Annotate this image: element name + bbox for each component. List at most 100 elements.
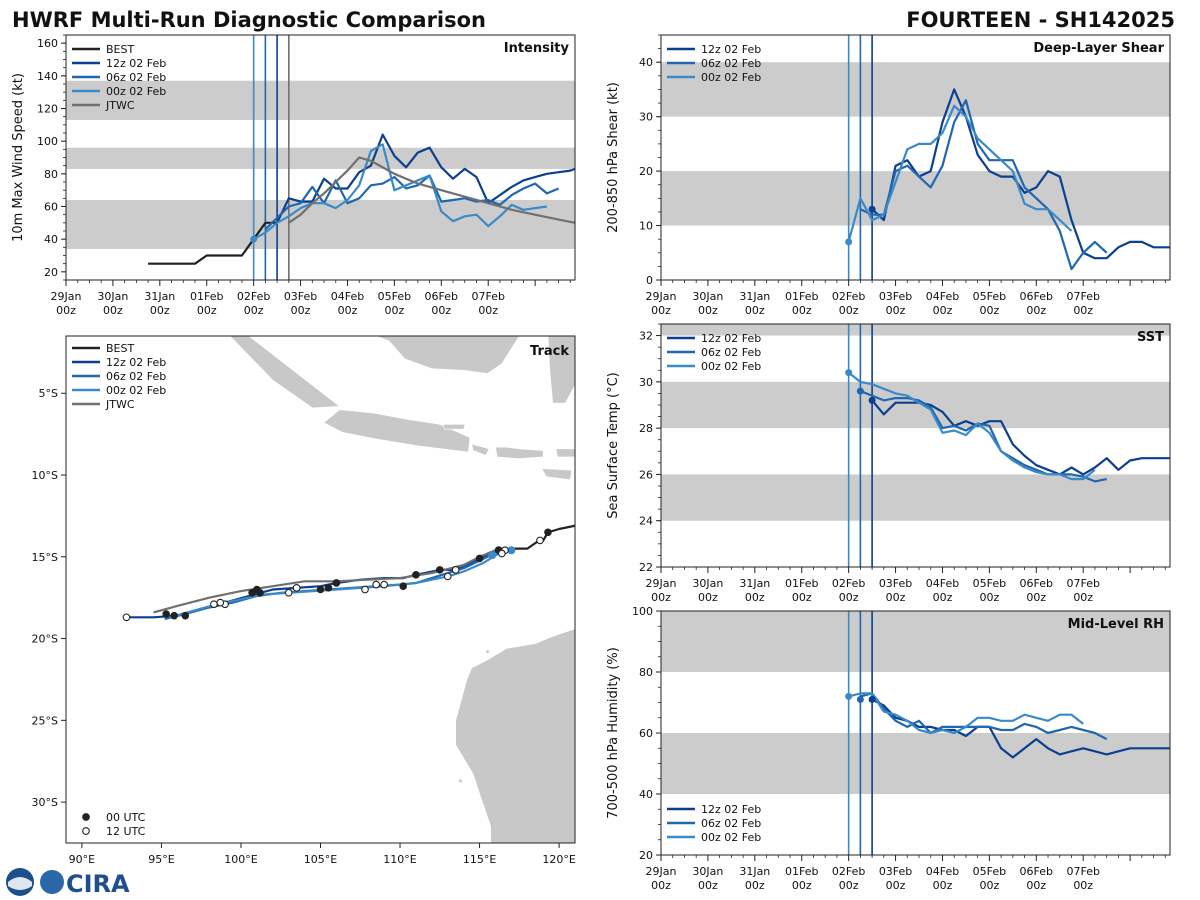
intensity-ytick-label: 40 (44, 233, 58, 246)
intensity-series-00z-02-feb (253, 143, 548, 241)
shear-xtick-label: 02Feb (832, 290, 865, 303)
intensity-xtick-label-hour: 00z (338, 304, 358, 317)
sst-legend-label: 06z 02 Feb (701, 346, 761, 359)
rh-init-point (856, 695, 864, 703)
sst-series-06z-02-feb (859, 390, 1107, 483)
intensity-ytick-label: 160 (37, 37, 58, 50)
sst-ytick-label: 30 (639, 376, 653, 389)
intensity-band (66, 199, 575, 249)
intensity-series-12z-02-feb (276, 133, 576, 224)
track-marker-00utc (170, 611, 178, 620)
track-marker-12utc (380, 580, 388, 589)
intensity-xtick-label: 30Jan (97, 290, 128, 303)
intensity-panel: 2040608010012014016029Jan00z30Jan00z31Ja… (11, 34, 576, 317)
rh-series-12z-02-feb (871, 698, 1170, 759)
shear-legend-label: 06z 02 Feb (701, 57, 761, 70)
track-ytick-label: 10°S (32, 469, 58, 482)
land-sumbawa (495, 446, 544, 460)
shear-title: Deep-Layer Shear (1033, 41, 1164, 56)
rh-legend-label: 12z 02 Feb (701, 803, 761, 816)
shear-ytick-label: 20 (639, 165, 653, 178)
figure-title-left: HWRF Multi-Run Diagnostic Comparison (12, 8, 486, 32)
intensity-xtick-label: 29Jan (51, 290, 82, 303)
rh-xtick-label: 03Feb (879, 865, 912, 878)
intensity-xtick-label-hour: 00z (291, 304, 311, 317)
track-ytick-label: 20°S (32, 633, 58, 646)
cira-logo-icon (40, 870, 64, 894)
sst-ytick-label: 32 (639, 330, 653, 343)
sst-frame (660, 323, 1171, 568)
intensity-series-jtwc (288, 156, 576, 224)
track-xtick-label: 120°E (542, 853, 575, 866)
intensity-xtick-label: 07Feb (471, 290, 504, 303)
shear-band (661, 62, 1170, 117)
logo-text: CIRA (66, 870, 130, 898)
track-marker-00utc (544, 528, 552, 537)
intensity-band (66, 147, 575, 169)
rh-xtick-label-hour: 00z (979, 879, 999, 892)
rh-ylabel: 700-500 hPa Humidity (%) (606, 647, 621, 819)
intensity-series-06z-02-feb (264, 174, 560, 231)
shear-series-00z-02-feb (847, 104, 1073, 243)
sst-xtick-label-hour: 00z (698, 591, 718, 604)
intensity-xtick-label-hour: 00z (244, 304, 264, 317)
land-sumba (540, 468, 573, 481)
track-marker-12utc (292, 584, 301, 592)
track-land-layer (229, 336, 575, 843)
intensity-xtick-label-hour: 00z (103, 304, 123, 317)
rh-xtick-label-hour: 00z (933, 879, 953, 892)
rh-xtick-label: 01Feb (785, 865, 818, 878)
shear-xtick-label: 07Feb (1066, 290, 1099, 303)
intensity-ytick-label: 20 (44, 266, 58, 279)
rh-xtick-label: 05Feb (973, 865, 1006, 878)
rh-init-point (868, 695, 876, 703)
intensity-xtick-label: 02Feb (237, 290, 270, 303)
track-marker-00utc (248, 588, 256, 597)
land-sulawesi (547, 336, 575, 404)
track-xtick-label: 115°E (463, 853, 496, 866)
intensity-xtick-label: 06Feb (425, 290, 458, 303)
sst-xtick-label-hour: 00z (1026, 591, 1046, 604)
sst-xtick-label: 02Feb (832, 577, 865, 590)
shear-xtick-label: 31Jan (739, 290, 770, 303)
rh-series-06z-02-feb (860, 692, 1108, 741)
intensity-ytick-label: 80 (44, 168, 58, 181)
track-marker-legend-label: 00 UTC (106, 811, 146, 824)
shear-xtick-label-hour: 00z (1073, 304, 1093, 317)
sst-ytick-label: 22 (639, 561, 653, 574)
sst-ylabel: Sea Surface Temp (°C) (606, 372, 621, 519)
noaa-wave-icon (8, 877, 32, 890)
rh-band (661, 733, 1170, 794)
rh-xtick-label-hour: 00z (792, 879, 812, 892)
track-marker-12utc (451, 566, 460, 574)
land-borneo (376, 336, 520, 374)
rh-ytick-label: 20 (639, 849, 653, 862)
figure-title-right: FOURTEEN - SH142025 (906, 8, 1175, 32)
sst-panel: 22242628303229Jan00z30Jan00z31Jan00z01Fe… (606, 323, 1171, 604)
sst-legend-label: 12z 02 Feb (701, 332, 761, 345)
intensity-xtick-label: 31Jan (144, 290, 175, 303)
track-ytick-label: 25°S (32, 714, 58, 727)
land-bali (471, 443, 490, 456)
sst-legend-label: 00z 02 Feb (701, 360, 761, 373)
intensity-band (66, 80, 575, 120)
track-ytick-label: 30°S (32, 796, 58, 809)
shear-ytick-label: 0 (646, 274, 653, 287)
intensity-xtick-label-hour: 00z (56, 304, 76, 317)
shear-legend-label: 00z 02 Feb (701, 71, 761, 84)
land-java (323, 409, 471, 453)
sst-xtick-label-hour: 00z (933, 591, 953, 604)
intensity-legend-label: 12z 02 Feb (106, 57, 166, 70)
rh-ytick-label: 80 (639, 666, 653, 679)
track-lines-layer (122, 524, 575, 622)
sst-xtick-label: 06Feb (1020, 577, 1053, 590)
sst-xtick-label-hour: 00z (979, 591, 999, 604)
shear-xtick-label-hour: 00z (698, 304, 718, 317)
intensity-xtick-label: 05Feb (378, 290, 411, 303)
sst-init-point (856, 387, 864, 395)
shear-xtick-label-hour: 00z (886, 304, 906, 317)
shear-panel: 01020304029Jan00z30Jan00z31Jan00z01Feb00… (606, 34, 1171, 317)
sst-xtick-label: 31Jan (739, 577, 770, 590)
sst-band (661, 324, 1170, 336)
rh-xtick-label-hour: 00z (1026, 879, 1046, 892)
